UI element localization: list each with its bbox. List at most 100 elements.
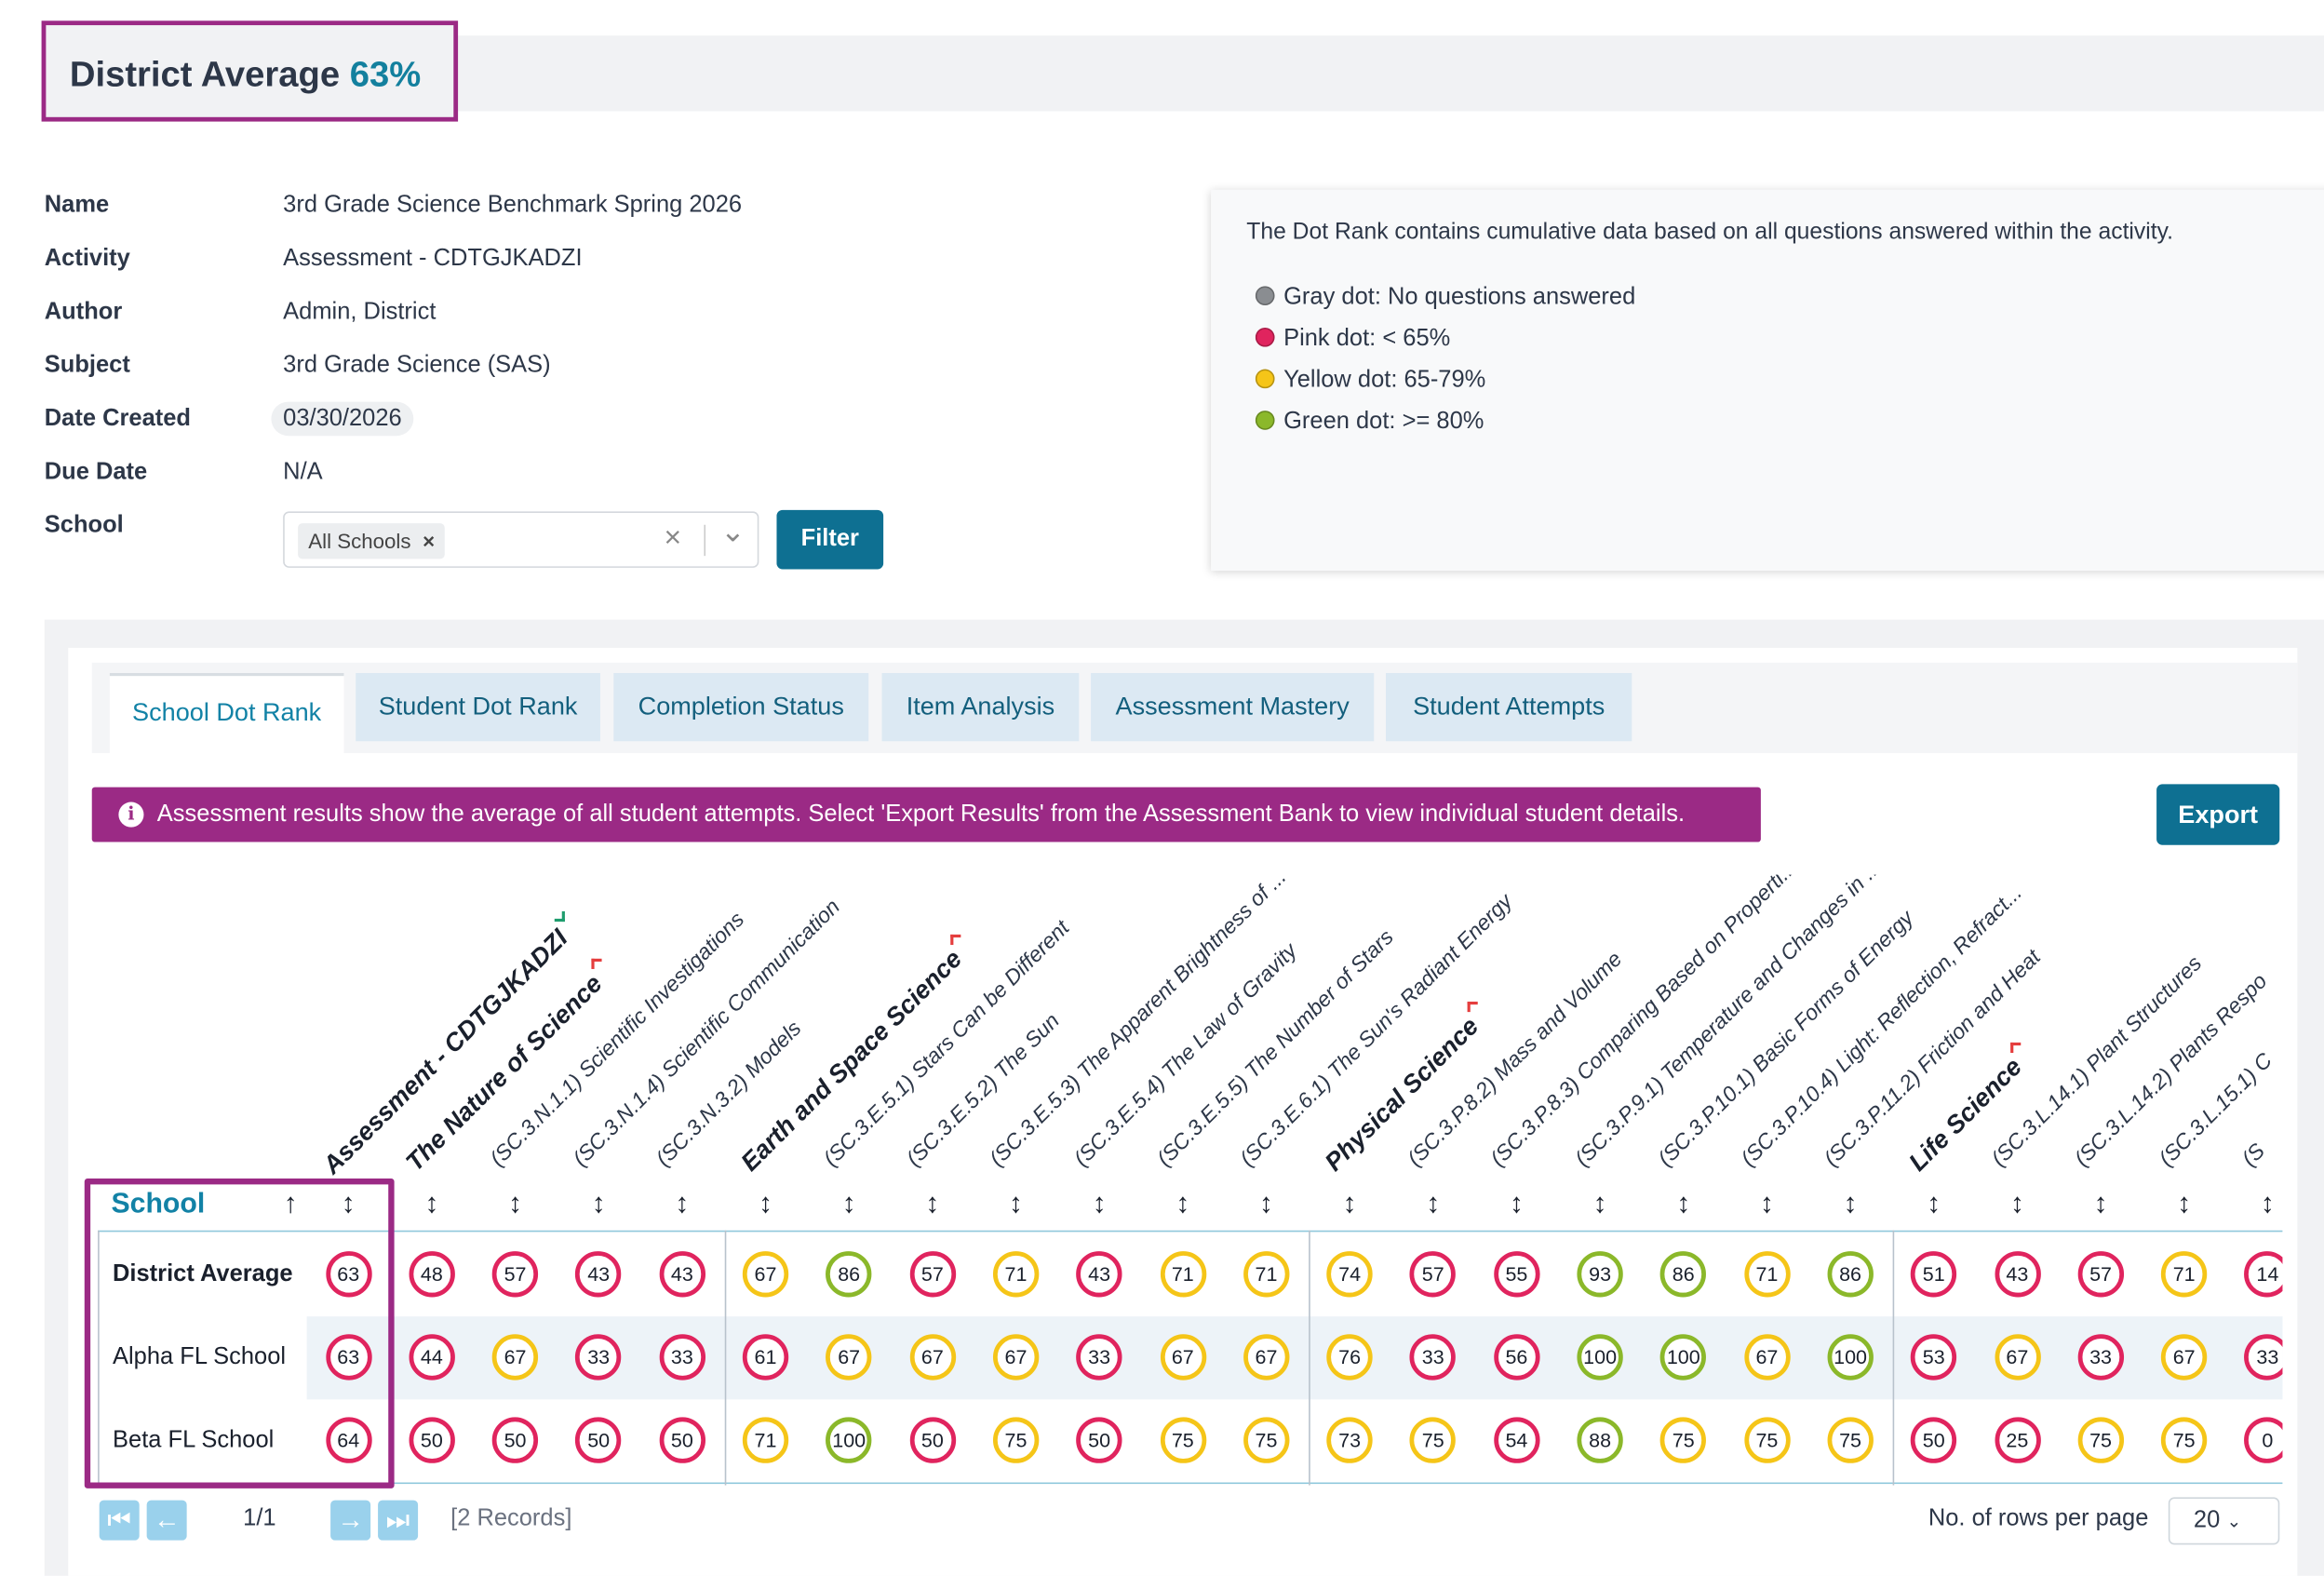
filter-button[interactable]: Filter: [776, 509, 884, 570]
sort-icon[interactable]: ↕: [1342, 1189, 1357, 1220]
score-dot[interactable]: 56: [1493, 1334, 1540, 1381]
score-dot[interactable]: 64: [325, 1417, 371, 1463]
sort-icon[interactable]: ↕: [1509, 1189, 1524, 1220]
sort-icon[interactable]: ↕: [675, 1189, 690, 1220]
score-dot[interactable]: 54: [1493, 1417, 1540, 1463]
score-dot[interactable]: 53: [1911, 1334, 1957, 1381]
sort-icon[interactable]: ↕: [2260, 1189, 2275, 1220]
tab-completion-status[interactable]: Completion Status: [613, 672, 869, 742]
score-dot[interactable]: 71: [992, 1251, 1040, 1298]
score-dot[interactable]: 67: [1160, 1334, 1206, 1381]
sort-icon[interactable]: ↕: [1092, 1189, 1107, 1220]
score-dot[interactable]: 63: [325, 1251, 371, 1298]
score-dot[interactable]: 67: [1743, 1334, 1791, 1381]
score-dot[interactable]: 50: [491, 1417, 539, 1463]
chevron-down-icon[interactable]: ⌄: [719, 516, 746, 549]
score-dot[interactable]: 75: [2161, 1417, 2208, 1463]
score-dot[interactable]: 50: [909, 1417, 956, 1463]
sort-icon[interactable]: ↕: [1843, 1189, 1858, 1220]
sort-icon[interactable]: ↕: [1759, 1189, 1774, 1220]
sort-icon[interactable]: ↕: [1927, 1189, 1941, 1220]
score-dot[interactable]: 33: [2077, 1334, 2124, 1381]
next-page-button[interactable]: →: [330, 1500, 371, 1541]
score-dot[interactable]: 43: [659, 1251, 705, 1298]
score-dot[interactable]: 75: [1827, 1417, 1874, 1463]
score-dot[interactable]: 67: [826, 1334, 872, 1381]
score-dot[interactable]: 75: [1660, 1417, 1707, 1463]
score-dot[interactable]: 75: [2077, 1417, 2124, 1463]
school-select[interactable]: All Schools × × ⌄: [283, 511, 759, 568]
last-page-button[interactable]: ⏭: [378, 1500, 419, 1541]
score-dot[interactable]: 14: [2244, 1251, 2283, 1298]
score-dot[interactable]: 71: [1743, 1251, 1791, 1298]
sort-icon[interactable]: ↕: [341, 1189, 356, 1220]
score-dot[interactable]: 67: [742, 1251, 789, 1298]
score-dot[interactable]: 33: [1076, 1334, 1122, 1381]
score-dot[interactable]: 57: [909, 1251, 956, 1298]
school-column-header[interactable]: School: [111, 1189, 206, 1220]
score-dot[interactable]: 67: [1243, 1334, 1290, 1381]
score-dot[interactable]: 100: [826, 1417, 872, 1463]
score-dot[interactable]: 100: [1827, 1334, 1874, 1381]
score-dot[interactable]: 93: [1577, 1251, 1623, 1298]
sort-asc-icon[interactable]: ↑: [283, 1189, 298, 1220]
score-dot[interactable]: 71: [2161, 1251, 2208, 1298]
tab-student-dot-rank[interactable]: Student Dot Rank: [356, 672, 600, 742]
remove-tag-icon[interactable]: ×: [423, 529, 436, 554]
score-dot[interactable]: 33: [1410, 1334, 1457, 1381]
score-dot[interactable]: 86: [1660, 1251, 1707, 1298]
sort-icon[interactable]: ↕: [591, 1189, 606, 1220]
score-dot[interactable]: 43: [1994, 1251, 2041, 1298]
sort-icon[interactable]: ↕: [841, 1189, 856, 1220]
score-dot[interactable]: 88: [1577, 1417, 1623, 1463]
export-button[interactable]: Export: [2156, 784, 2280, 845]
score-dot[interactable]: 48: [409, 1251, 455, 1298]
score-dot[interactable]: 76: [1326, 1334, 1373, 1381]
score-dot[interactable]: 43: [1076, 1251, 1122, 1298]
score-dot[interactable]: 86: [1827, 1251, 1874, 1298]
score-dot[interactable]: 57: [1410, 1251, 1457, 1298]
score-dot[interactable]: 57: [2077, 1251, 2124, 1298]
score-dot[interactable]: 50: [1076, 1417, 1122, 1463]
score-dot[interactable]: 33: [659, 1334, 705, 1381]
score-dot[interactable]: 75: [1243, 1417, 1290, 1463]
column-header[interactable]: Physical Science: [1317, 1000, 1493, 1177]
score-dot[interactable]: 50: [659, 1417, 705, 1463]
tab-student-attempts[interactable]: Student Attempts: [1385, 672, 1632, 742]
column-header[interactable]: (SC.3.E.5.2) The Sun: [903, 1009, 1066, 1172]
score-dot[interactable]: 67: [909, 1334, 956, 1381]
score-dot[interactable]: 71: [1243, 1251, 1290, 1298]
score-dot[interactable]: 50: [575, 1417, 622, 1463]
score-dot[interactable]: 55: [1493, 1251, 1540, 1298]
sort-icon[interactable]: ↕: [758, 1189, 773, 1220]
sort-icon[interactable]: ↕: [925, 1189, 940, 1220]
score-dot[interactable]: 100: [1660, 1334, 1707, 1381]
score-dot[interactable]: 75: [1160, 1417, 1206, 1463]
score-dot[interactable]: 75: [1410, 1417, 1457, 1463]
score-dot[interactable]: 44: [409, 1334, 455, 1381]
sort-icon[interactable]: ↕: [1426, 1189, 1441, 1220]
score-dot[interactable]: 67: [1994, 1334, 2041, 1381]
score-dot[interactable]: 67: [491, 1334, 539, 1381]
sort-icon[interactable]: ↕: [2177, 1189, 2192, 1220]
score-dot[interactable]: 73: [1326, 1417, 1373, 1463]
first-page-button[interactable]: ⏮: [99, 1500, 140, 1541]
rows-per-page-select[interactable]: 20 ⌄: [2168, 1497, 2280, 1545]
score-dot[interactable]: 63: [325, 1334, 371, 1381]
score-dot[interactable]: 33: [2244, 1334, 2283, 1381]
score-dot[interactable]: 0: [2244, 1417, 2283, 1463]
tab-assessment-mastery[interactable]: Assessment Mastery: [1091, 672, 1375, 742]
sort-icon[interactable]: ↕: [1676, 1189, 1691, 1220]
score-dot[interactable]: 50: [409, 1417, 455, 1463]
sort-icon[interactable]: ↕: [2093, 1189, 2108, 1220]
score-dot[interactable]: 74: [1326, 1251, 1373, 1298]
column-header[interactable]: (S: [2237, 1139, 2270, 1172]
sort-icon[interactable]: ↕: [1258, 1189, 1274, 1220]
score-dot[interactable]: 71: [742, 1417, 789, 1463]
score-dot[interactable]: 75: [992, 1417, 1040, 1463]
column-header[interactable]: (SC.3.N.3.2) Models: [652, 1017, 808, 1173]
score-dot[interactable]: 67: [2161, 1334, 2208, 1381]
score-dot[interactable]: 51: [1911, 1251, 1957, 1298]
sort-icon[interactable]: ↕: [424, 1189, 439, 1220]
clear-icon[interactable]: ×: [664, 521, 682, 555]
